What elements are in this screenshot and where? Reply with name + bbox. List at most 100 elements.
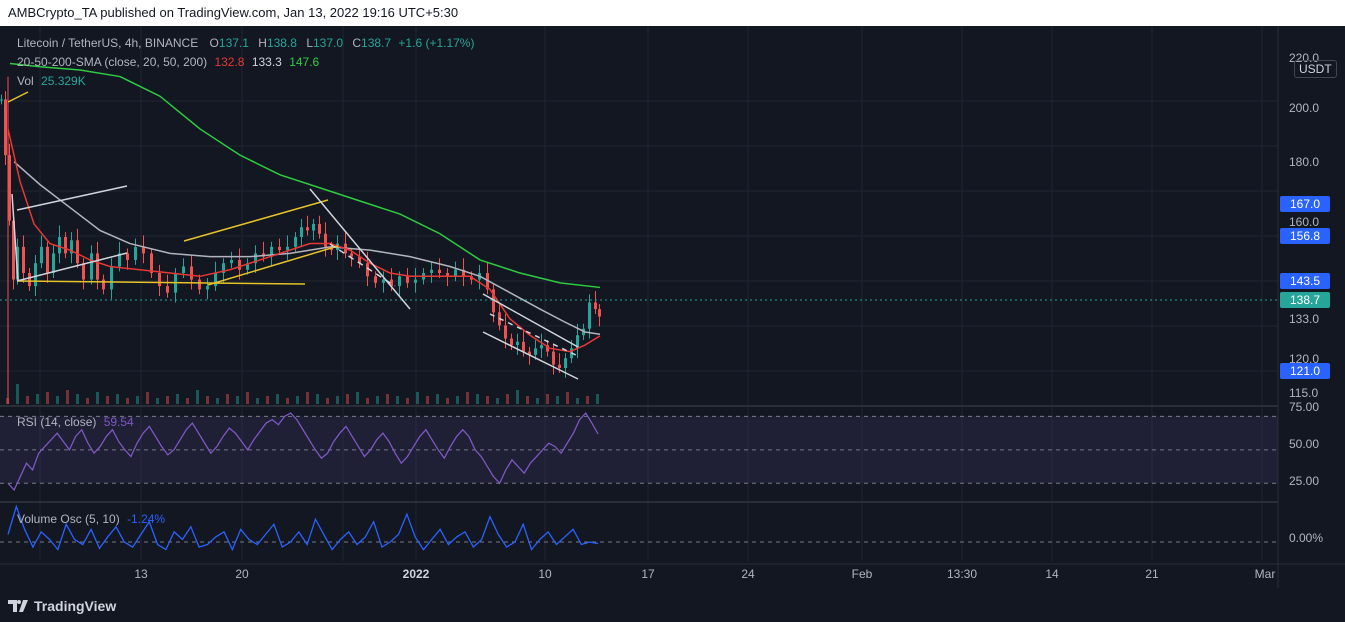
volume-bar (576, 398, 579, 404)
candle-body (12, 220, 15, 280)
candle-body (534, 348, 537, 355)
legend-open: 137.1 (218, 36, 249, 50)
volume-bar (76, 394, 79, 404)
candle-body (540, 345, 543, 349)
falling-wedge-top (482, 293, 579, 348)
legend-symbol: Litecoin / TetherUS, 4h, BINANCE (17, 36, 199, 50)
candle-body (588, 302, 591, 329)
candle-body (52, 253, 55, 274)
legend-rsi-value: 59.54 (103, 415, 134, 429)
time-tick-label: 20 (235, 567, 249, 581)
candle-body (134, 246, 137, 260)
candle-body (438, 269, 441, 274)
axes: 220.0200.0180.0160.0133.0120.0115.075.00… (134, 51, 1323, 581)
volume-bar (16, 384, 19, 404)
osc-line (7, 504, 599, 552)
price-tag: 138.7 (1280, 292, 1330, 308)
volume-bar (176, 394, 179, 404)
volume-bar (146, 392, 149, 404)
candle-body (270, 246, 273, 257)
candle-body (558, 364, 561, 368)
volume-bar (96, 392, 99, 404)
time-tick-label: 13 (134, 567, 148, 581)
volume-bar (436, 394, 439, 404)
legend-change: +1.6 (+1.17%) (398, 36, 475, 50)
candle-body (382, 279, 385, 283)
currency-button[interactable]: USDT (1294, 60, 1337, 78)
time-tick-label: 24 (741, 567, 755, 581)
candle-body (594, 302, 597, 310)
volume-bar (116, 394, 119, 404)
candle-body (306, 227, 309, 231)
candlesticks (0, 76, 601, 404)
volume-bars (6, 384, 599, 404)
volume-bar (206, 396, 209, 404)
volume-bar (546, 394, 549, 404)
candle-body (90, 253, 93, 280)
volume-bar (136, 396, 139, 404)
time-tick-label: 21 (1145, 567, 1159, 581)
chart-svg[interactable]: 220.0200.0180.0160.0133.0120.0115.075.00… (0, 26, 1345, 588)
candle-body (286, 246, 289, 251)
candle-body (546, 345, 549, 352)
volume-bar (356, 392, 359, 404)
time-tick-label: 13:30 (947, 567, 977, 581)
time-tick-label: 17 (641, 567, 655, 581)
candle-body (158, 273, 161, 287)
volume-bar (26, 396, 29, 404)
price-tick-label: 115.0 (1289, 386, 1318, 400)
tradingview-brand: TradingView (34, 598, 117, 614)
volume-bar (586, 396, 589, 404)
candle-body (374, 276, 377, 283)
candle-body (118, 253, 121, 267)
candle-body (70, 240, 73, 254)
falling-channel-top (309, 188, 411, 310)
candle-body (598, 309, 601, 317)
candle-body (150, 253, 153, 274)
volume-bar (426, 396, 429, 404)
volume-bar (496, 398, 499, 404)
candle-body (76, 240, 79, 264)
trendline-drawings[interactable] (0, 91, 1278, 380)
price-tag: 121.0 (1280, 363, 1330, 379)
candle-body (454, 269, 457, 277)
price-tick-label: 200.0 (1289, 101, 1319, 115)
tradingview-logo[interactable]: TradingView (8, 598, 116, 614)
volume-bar (106, 396, 109, 404)
candle-body (516, 341, 519, 346)
candle-body (28, 273, 31, 287)
candle-body (246, 263, 249, 270)
sma-lines (7, 62, 601, 353)
candle-body (414, 279, 417, 283)
candle-body (238, 259, 241, 270)
volume-bar (126, 398, 129, 404)
candle-body (528, 351, 531, 355)
candle-body (318, 223, 321, 234)
volume-bar (416, 392, 419, 404)
chart-area[interactable]: 220.0 200.0 180.0 160.0 133.0 120.0 115.0 75.00… (0, 26, 1345, 588)
volume-bar (456, 396, 459, 404)
yellow-channel-top (183, 199, 329, 242)
legend-sma: 20-50-200-SMA (close, 20, 50, 200) 132.8… (17, 55, 319, 69)
volume-bar (236, 396, 239, 404)
publish-info: AMBCrypto_TA published on TradingView.co… (8, 5, 459, 20)
candle-body (564, 358, 567, 368)
volume-bar (186, 398, 189, 404)
volume-bar (216, 398, 219, 404)
candle-body (190, 266, 193, 280)
volume-bar (536, 398, 539, 404)
candle-body (254, 253, 257, 264)
candle-body (324, 233, 327, 247)
falling-channel-mid (329, 243, 396, 287)
white-channel-top (16, 185, 128, 211)
volume-bar (266, 396, 269, 404)
legend-osc-value: -1.24% (127, 512, 166, 526)
candle-body (4, 99, 7, 156)
candle-body (222, 263, 225, 274)
price-tag: 167.0 (1280, 196, 1330, 212)
candle-body (64, 237, 67, 254)
price-tick-label: 120.0 (1289, 352, 1319, 366)
volume-bar (326, 398, 329, 404)
candle-body (126, 253, 129, 260)
volume-bar (316, 394, 319, 404)
